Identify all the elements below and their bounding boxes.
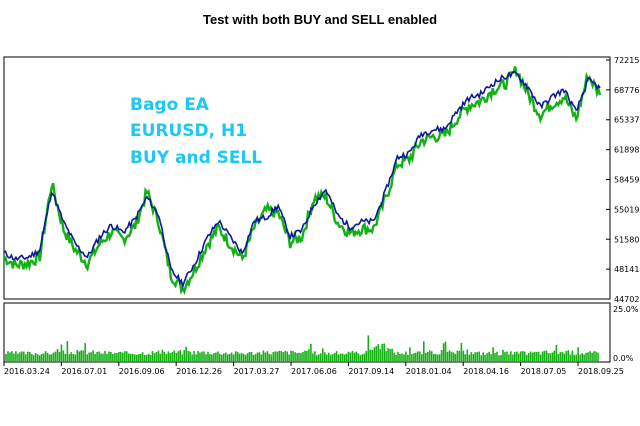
y-tick-label: 61898 bbox=[614, 146, 639, 155]
x-tick-label: 2016.12.26 bbox=[176, 367, 222, 376]
balance-line bbox=[3, 71, 601, 290]
equity-line bbox=[3, 66, 602, 295]
deposit-load-axis-ticks: 25.0% 0.0% bbox=[613, 305, 639, 363]
deposit-load-tick-label: 0.0% bbox=[613, 354, 634, 363]
deposit-load-panel: 25.0% 0.0% bbox=[3, 302, 639, 363]
annotation-line-1: Bago EA bbox=[130, 95, 210, 115]
x-tick-label: 2016.07.01 bbox=[61, 367, 107, 376]
y-tick-label: 65337 bbox=[614, 116, 639, 125]
deposit-load-tick-label: 25.0% bbox=[613, 305, 639, 314]
balance-panel: 72215 68776 65337 61898 58459 55019 51580 48141… bbox=[3, 56, 639, 304]
x-axis-ticks: 2016.03.24 2016.07.01 2016.09.06 2016.12.26… bbox=[3, 362, 624, 376]
x-tick-label: 2016.09.06 bbox=[119, 367, 165, 376]
annotation-line-2: EURUSD, H1 bbox=[130, 121, 247, 141]
y-tick-label: 44702 bbox=[614, 295, 639, 304]
x-tick-label: 2016.03.24 bbox=[4, 367, 50, 376]
x-tick-label: 2018.09.25 bbox=[578, 367, 624, 376]
x-tick-label: 2018.01.04 bbox=[406, 367, 452, 376]
annotation-line-3: BUY and SELL bbox=[130, 148, 262, 168]
x-tick-label: 2018.04.16 bbox=[463, 367, 509, 376]
x-tick-label: 2018.07.05 bbox=[521, 367, 567, 376]
y-tick-label: 58459 bbox=[614, 175, 639, 184]
page-title: Test with both BUY and SELL enabled bbox=[202, 12, 438, 27]
x-tick-label: 2017.09.14 bbox=[348, 367, 394, 376]
deposit-load-bars bbox=[5, 335, 599, 362]
y-tick-label: 55019 bbox=[614, 205, 639, 214]
y-tick-label: 72215 bbox=[614, 56, 639, 65]
chart-annotation: Bago EA EURUSD, H1 BUY and SELL bbox=[130, 95, 262, 168]
x-tick-label: 2017.03.27 bbox=[234, 367, 280, 376]
balance-panel-frame bbox=[3, 56, 611, 300]
y-tick-label: 51580 bbox=[614, 235, 639, 244]
y-tick-label: 48141 bbox=[614, 265, 639, 274]
x-tick-label: 2017.06.06 bbox=[291, 367, 337, 376]
y-axis-ticks: 72215 68776 65337 61898 58459 55019 51580 48141… bbox=[606, 56, 639, 304]
y-tick-label: 68776 bbox=[614, 86, 639, 95]
